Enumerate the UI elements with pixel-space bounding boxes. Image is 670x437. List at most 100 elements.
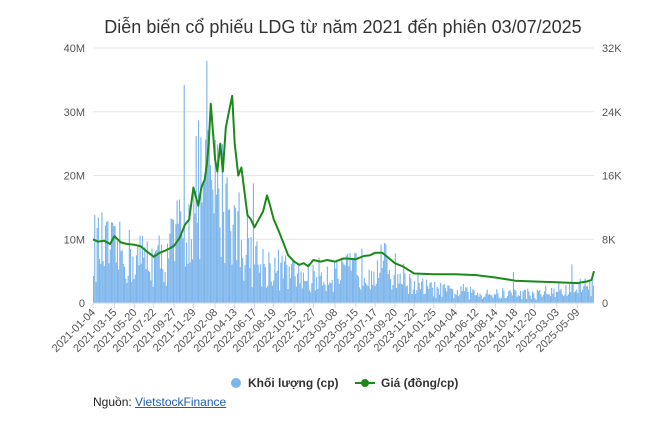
volume-bar <box>332 291 334 303</box>
volume-bar <box>188 204 190 303</box>
source-link[interactable]: VietstockFinance <box>135 395 227 409</box>
volume-bar <box>394 253 396 303</box>
volume-bar <box>542 295 544 303</box>
volume-bar <box>391 289 393 303</box>
volume-bar <box>147 270 149 303</box>
axes: 010M20M30M40M08K16K24K32K2021-01-042021-… <box>50 43 622 355</box>
volume-bar <box>480 295 482 303</box>
volume-bar <box>336 259 338 303</box>
volume-bar <box>291 264 293 303</box>
volume-bar <box>363 278 365 303</box>
volume-bar <box>279 290 281 303</box>
y-right-tick-label: 24K <box>602 107 622 119</box>
y-right-tick-label: 16K <box>602 171 622 183</box>
volume-bar <box>429 283 431 303</box>
volume-bar <box>400 283 402 303</box>
volume-bar <box>493 294 495 303</box>
volume-bar <box>347 253 349 303</box>
volume-bar <box>316 276 318 303</box>
volume-bar <box>582 289 584 303</box>
volume-bar <box>126 282 128 303</box>
volume-bar <box>585 286 587 303</box>
volume-bar <box>166 243 169 303</box>
volume-bar <box>273 280 275 303</box>
volume-bar <box>192 259 194 303</box>
volume-bar <box>572 282 574 303</box>
volume-bar <box>282 278 284 303</box>
volume-bar <box>366 284 368 303</box>
volume-bar <box>528 291 530 303</box>
volume-bar <box>403 263 405 303</box>
volume-bar <box>146 241 148 303</box>
volume-bar <box>453 297 455 303</box>
volume-bar <box>268 252 270 303</box>
volume-bar <box>390 279 392 303</box>
volume-bar <box>370 270 373 303</box>
volume-bar <box>195 136 197 303</box>
volume-bar <box>134 274 136 303</box>
volume-bar <box>325 290 327 303</box>
volume-bar <box>450 288 452 303</box>
volume-bar <box>194 213 196 303</box>
volume-bar <box>436 286 438 303</box>
volume-bar <box>417 274 419 303</box>
volume-bar <box>160 244 163 303</box>
volume-bar <box>331 279 333 303</box>
y-left-tick-label: 0 <box>79 298 85 310</box>
volume-bar <box>100 263 102 303</box>
volume-bar <box>526 299 528 303</box>
volume-bar <box>533 293 535 303</box>
volume-bar <box>135 255 138 303</box>
volume-bar <box>427 285 429 303</box>
volume-bar <box>500 297 503 303</box>
volume-bar <box>314 290 316 303</box>
volume-bar <box>206 60 208 303</box>
volume-bar <box>184 266 186 303</box>
volume-bar <box>227 210 229 303</box>
volume-bar <box>231 264 233 303</box>
volume-bar <box>333 262 336 303</box>
volume-bar <box>474 295 476 303</box>
volume-bar <box>434 281 436 303</box>
legend-volume-label[interactable]: Khối lượng (cp) <box>248 376 339 390</box>
legend-price-label[interactable]: Giá (đồng/cp) <box>381 376 458 390</box>
volume-bar <box>312 264 314 303</box>
volume-bar <box>494 294 497 303</box>
volume-bar <box>473 290 475 303</box>
volume-bar <box>138 265 140 303</box>
volume-bar <box>353 260 355 303</box>
volume-bar <box>535 299 537 303</box>
volume-bar <box>162 268 164 303</box>
chart-title: Diễn biến cổ phiếu LDG từ năm 2021 đến p… <box>104 16 581 37</box>
volume-bar <box>508 291 510 303</box>
volume-bar <box>478 296 480 303</box>
volume-bar <box>562 296 565 303</box>
volume-bar <box>481 298 483 303</box>
volume-bar <box>180 211 182 303</box>
volume-bar <box>190 239 192 303</box>
volume-bar <box>299 283 301 303</box>
volume-bar <box>441 296 443 303</box>
volume-bar <box>437 288 439 303</box>
volume-bar <box>275 272 277 303</box>
volume-bar <box>128 229 130 303</box>
volume-bar <box>579 278 581 303</box>
volume-bar <box>118 269 120 303</box>
volume-bar <box>536 289 538 303</box>
volume-bar <box>307 263 309 303</box>
volume-bar <box>310 292 312 303</box>
volume-bar <box>318 257 320 303</box>
legend-price-marker <box>361 379 369 387</box>
volume-bar <box>287 289 289 303</box>
volume-bar <box>196 222 198 303</box>
volume-bar <box>225 183 227 303</box>
volume-bar <box>249 268 251 303</box>
volume-bar <box>584 278 586 303</box>
volume-bar <box>271 285 274 303</box>
volume-bar <box>344 265 346 303</box>
volume-bar <box>449 288 451 303</box>
volume-bar <box>404 273 406 303</box>
volume-bar <box>555 291 557 303</box>
volume-bar <box>96 228 98 303</box>
